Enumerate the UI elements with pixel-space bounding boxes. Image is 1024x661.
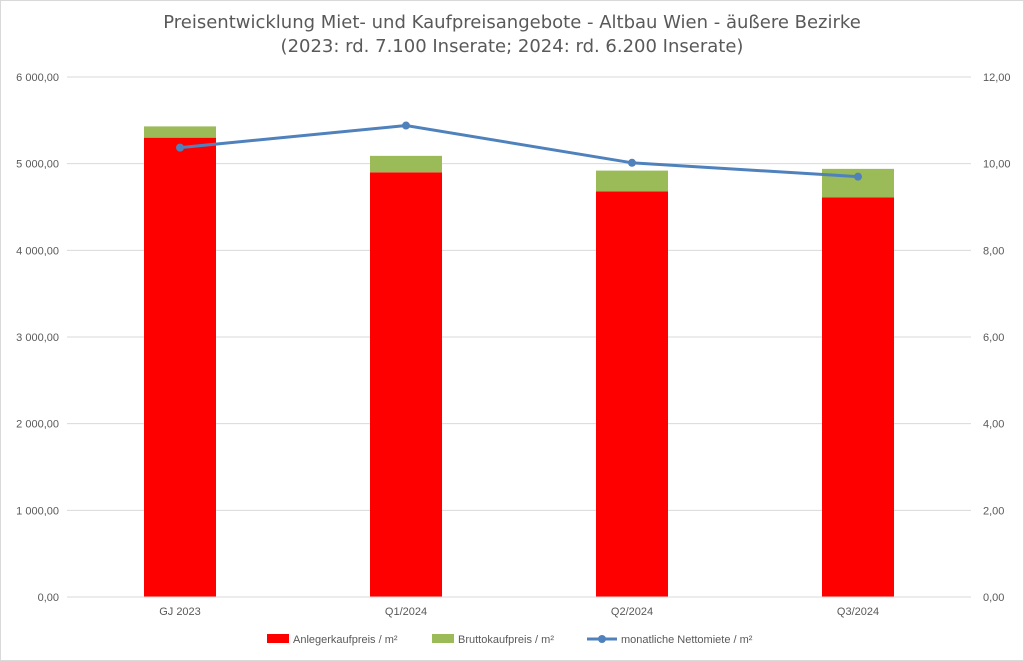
right-tick-label: 6,00 — [983, 332, 1004, 344]
legend: Anlegerkaufpreis / m² Bruttokaufpreis / m… — [267, 634, 753, 646]
left-tick-label: 1 000,00 — [16, 505, 59, 517]
left-tick-label: 3 000,00 — [16, 332, 59, 344]
legend-label: Bruttokaufpreis / m² — [458, 634, 554, 646]
legend-swatch — [432, 634, 454, 643]
left-tick-label: 5 000,00 — [16, 159, 59, 171]
x-tick-label: GJ 2023 — [159, 606, 201, 618]
chart-title: Preisentwicklung Miet- und Kaufpreisange… — [163, 12, 861, 33]
right-tick-label: 8,00 — [983, 245, 1004, 257]
right-tick-label: 10,00 — [983, 159, 1011, 171]
bar-bruttokaufpreis — [144, 126, 216, 138]
bar-anlegerkaufpreis — [596, 191, 668, 597]
bar-anlegerkaufpreis — [370, 172, 442, 598]
chart-subtitle: (2023: rd. 7.100 Inserate; 2024: rd. 6.2… — [280, 36, 744, 57]
right-tick-label: 2,00 — [983, 505, 1004, 517]
left-tick-label: 4 000,00 — [16, 245, 59, 257]
legend-label: monatliche Nettomiete / m² — [621, 634, 753, 646]
right-tick-label: 12,00 — [983, 72, 1011, 84]
right-axis-ticks: 0,00 2,00 4,00 6,00 8,00 10,00 12,00 — [983, 72, 1011, 604]
x-tick-label: Q2/2024 — [611, 606, 653, 618]
left-tick-label: 6 000,00 — [16, 72, 59, 84]
bar-anlegerkaufpreis — [822, 197, 894, 597]
line-series — [176, 121, 862, 181]
x-tick-label: Q3/2024 — [837, 606, 879, 618]
line-point — [176, 143, 184, 152]
bars — [144, 126, 894, 598]
line-nettomiete — [179, 124, 859, 179]
bar-bruttokaufpreis — [596, 170, 668, 192]
left-tick-label: 2 000,00 — [16, 419, 59, 431]
legend-swatch-marker — [598, 635, 606, 643]
right-tick-label: 0,00 — [983, 592, 1004, 604]
left-tick-label: 0,00 — [38, 592, 59, 604]
bar-bruttokaufpreis — [370, 155, 442, 173]
x-axis-ticks: GJ 2023 Q1/2024 Q2/2024 Q3/2024 — [67, 596, 971, 618]
legend-swatch — [267, 634, 289, 643]
bar-anlegerkaufpreis — [144, 137, 216, 597]
line-point — [402, 121, 410, 130]
right-tick-label: 4,00 — [983, 419, 1004, 431]
legend-label: Anlegerkaufpreis / m² — [293, 634, 398, 646]
x-tick-label: Q1/2024 — [385, 606, 427, 618]
chart-title-block: Preisentwicklung Miet- und Kaufpreisange… — [1, 11, 1023, 59]
line-point — [854, 172, 862, 181]
line-point — [628, 158, 636, 167]
left-axis-ticks: 0,00 1 000,00 2 000,00 3 000,00 4 000,00 5 00… — [16, 72, 59, 604]
